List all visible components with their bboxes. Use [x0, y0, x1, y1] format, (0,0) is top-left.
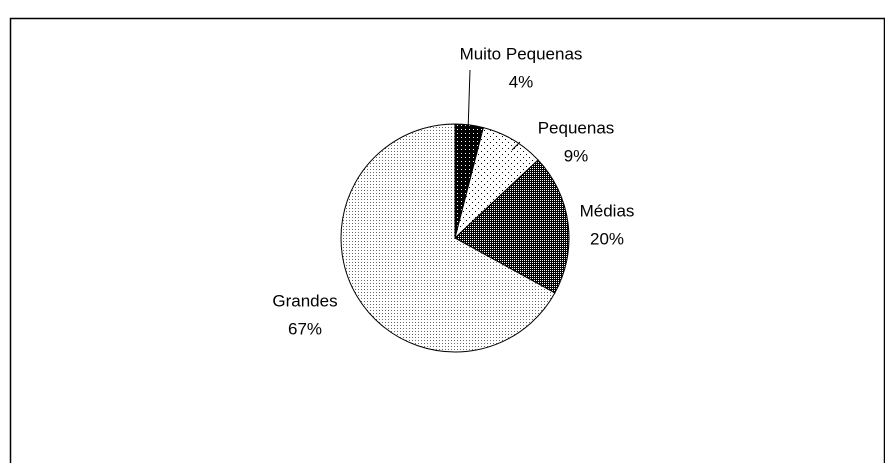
leader-line — [511, 141, 521, 151]
pie-slice — [340, 123, 556, 353]
slice-value-label: 20% — [590, 229, 624, 248]
slice-label: Grandes — [272, 291, 337, 310]
slice-value-label: 4% — [509, 72, 534, 91]
slice-label: Médias — [580, 201, 635, 220]
slice-label: Pequenas — [538, 118, 615, 137]
slice-value-label: 9% — [564, 146, 589, 165]
slice-label: Muito Pequenas — [460, 44, 583, 63]
leader-line — [467, 69, 471, 133]
slice-value-label: 67% — [288, 319, 322, 338]
pie-slice — [454, 159, 570, 294]
